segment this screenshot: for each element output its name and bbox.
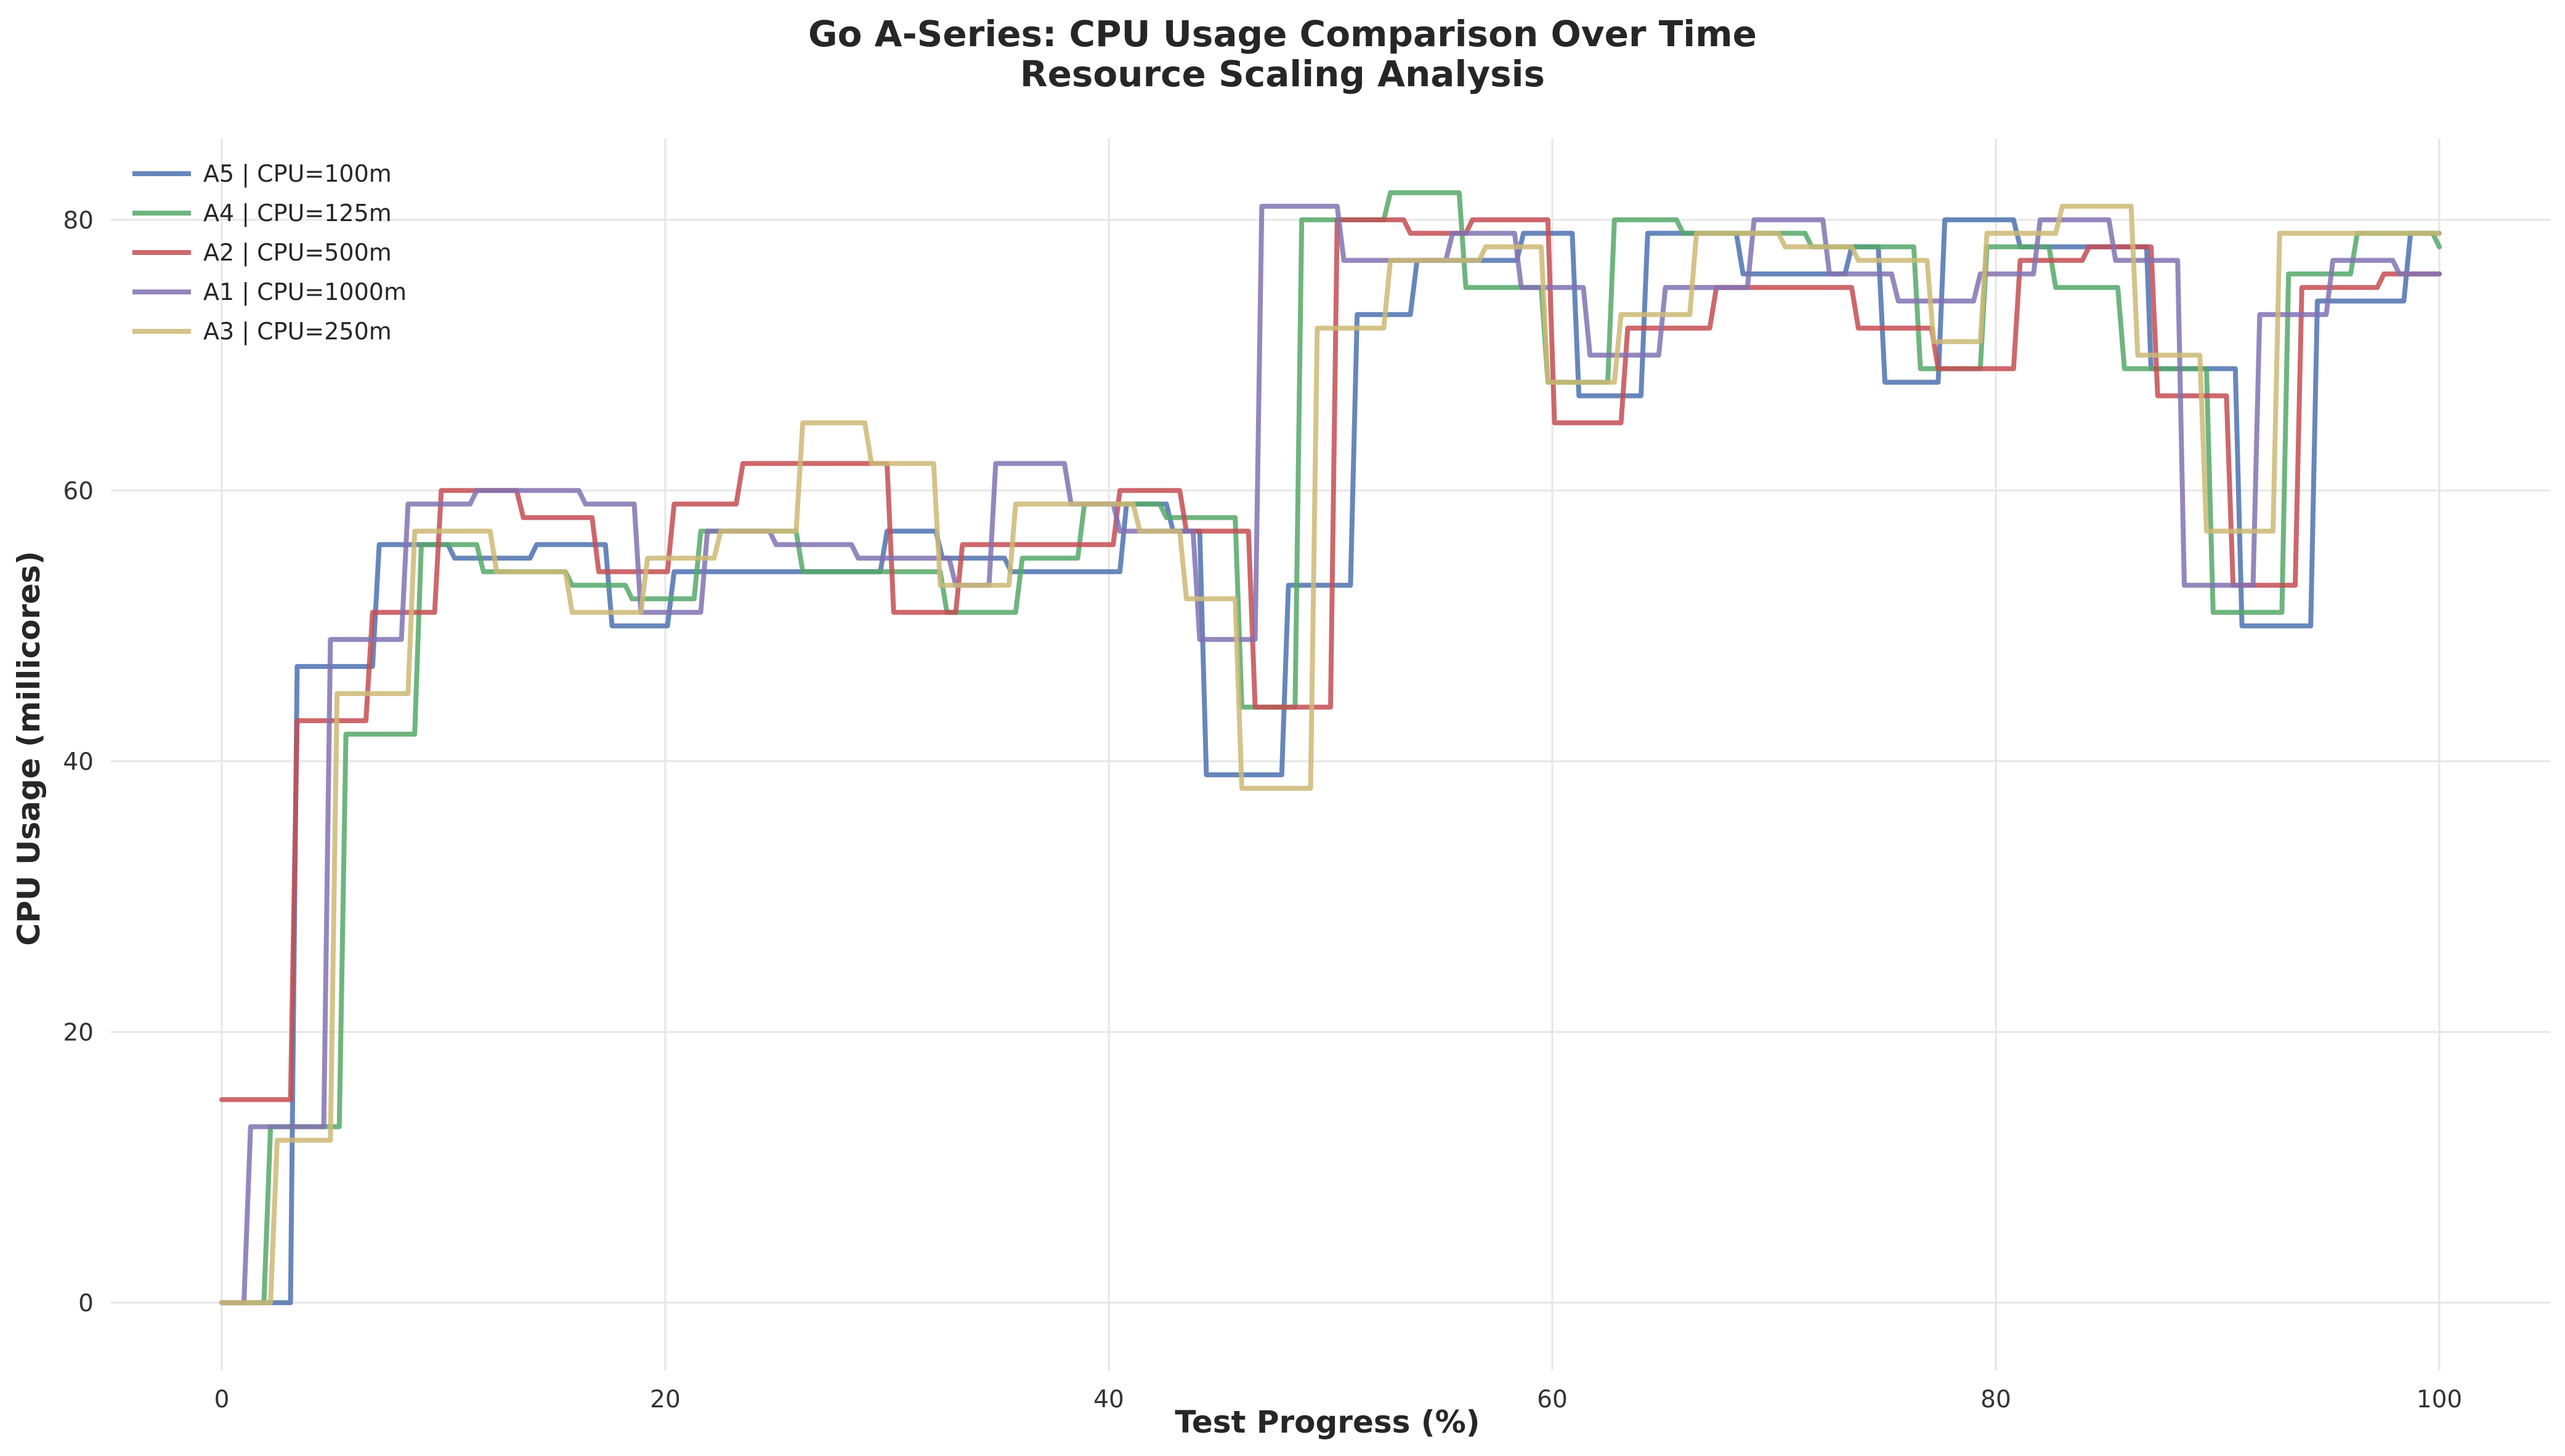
series-line-a3 (219, 203, 2442, 1306)
legend: A5 | CPU=100m A4 | CPU=125m A2 | CPU=500m A… (132, 160, 407, 346)
legend-entry: A1 | CPU=1000m (203, 278, 407, 306)
y-axis-label: CPU Usage (millicores) (11, 551, 47, 945)
legend-entry: A5 | CPU=100m (203, 160, 392, 188)
chart-subtitle: Resource Scaling Analysis (1020, 53, 1545, 95)
y-tick-label: 80 (63, 207, 94, 235)
legend-entry: A4 | CPU=125m (203, 200, 392, 227)
legend-entry: A3 | CPU=250m (203, 318, 392, 346)
series-line-a2 (219, 217, 2442, 1102)
y-tick-label: 20 (63, 1019, 94, 1047)
x-tick-label: 40 (1093, 1386, 1124, 1414)
legend-entry: A2 | CPU=500m (203, 239, 392, 267)
series-lines (219, 190, 2442, 1306)
y-tick-label: 60 (63, 477, 94, 505)
series-line-a1 (219, 203, 2442, 1306)
x-tick-label: 20 (650, 1386, 681, 1414)
tick-labels: 0 20 40 60 80 100 0 20 40 60 80 (63, 207, 2462, 1414)
chart-title: Go A-Series: CPU Usage Comparison Over T… (808, 13, 1757, 55)
y-tick-label: 0 (78, 1290, 94, 1317)
y-tick-label: 40 (63, 748, 94, 776)
grid (111, 139, 2550, 1370)
x-tick-label: 0 (214, 1386, 230, 1414)
x-axis-label: Test Progress (%) (1175, 1404, 1480, 1440)
x-tick-label: 80 (1980, 1386, 2011, 1414)
x-tick-label: 60 (1537, 1386, 1568, 1414)
series-line-a4 (219, 190, 2442, 1306)
x-tick-label: 100 (2417, 1386, 2462, 1414)
